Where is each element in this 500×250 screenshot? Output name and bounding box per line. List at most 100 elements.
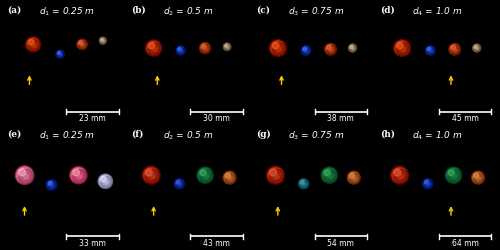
Circle shape <box>204 174 208 178</box>
Circle shape <box>73 170 80 176</box>
Circle shape <box>449 44 460 55</box>
Circle shape <box>79 41 82 45</box>
Circle shape <box>272 42 279 49</box>
Circle shape <box>353 177 356 180</box>
Circle shape <box>225 173 234 181</box>
Text: $d_2$ = 0.5 m: $d_2$ = 0.5 m <box>164 130 214 142</box>
Circle shape <box>18 169 26 176</box>
Circle shape <box>48 182 52 186</box>
Circle shape <box>70 167 86 183</box>
Circle shape <box>224 43 230 51</box>
Circle shape <box>223 171 236 184</box>
Circle shape <box>423 179 432 188</box>
Text: $d_1$ = 0.25 m: $d_1$ = 0.25 m <box>39 5 96 18</box>
Circle shape <box>224 44 230 50</box>
Circle shape <box>180 50 182 52</box>
Text: 23 mm: 23 mm <box>79 114 106 123</box>
Circle shape <box>150 174 154 178</box>
Circle shape <box>145 168 156 180</box>
Circle shape <box>32 44 36 47</box>
Circle shape <box>224 44 230 49</box>
Circle shape <box>328 174 332 178</box>
Circle shape <box>394 40 409 56</box>
Circle shape <box>325 44 336 54</box>
Circle shape <box>48 182 56 190</box>
Circle shape <box>300 180 308 188</box>
Circle shape <box>77 39 87 50</box>
Circle shape <box>277 47 281 51</box>
Text: 30 mm: 30 mm <box>203 114 230 123</box>
Circle shape <box>430 50 432 52</box>
Circle shape <box>70 166 87 184</box>
Circle shape <box>224 172 235 183</box>
Circle shape <box>104 180 108 184</box>
Circle shape <box>472 172 484 183</box>
Text: 33 mm: 33 mm <box>79 239 106 248</box>
Circle shape <box>202 44 210 54</box>
Text: (b): (b) <box>132 5 146 14</box>
Circle shape <box>392 167 407 183</box>
Circle shape <box>272 42 283 52</box>
Circle shape <box>272 43 286 56</box>
Circle shape <box>58 52 64 58</box>
Circle shape <box>348 44 356 52</box>
Circle shape <box>143 167 160 183</box>
Circle shape <box>146 169 152 176</box>
Circle shape <box>224 44 228 47</box>
Circle shape <box>28 39 38 48</box>
Circle shape <box>100 37 106 44</box>
Circle shape <box>302 46 310 55</box>
Circle shape <box>476 48 478 50</box>
Circle shape <box>198 168 212 182</box>
Text: $d_3$ = 0.75 m: $d_3$ = 0.75 m <box>288 5 344 18</box>
Circle shape <box>56 50 64 58</box>
Circle shape <box>423 179 432 188</box>
Text: 43 mm: 43 mm <box>203 239 230 248</box>
Circle shape <box>142 166 160 184</box>
Text: (f): (f) <box>132 130 144 139</box>
Circle shape <box>424 180 428 184</box>
Circle shape <box>424 180 430 186</box>
Circle shape <box>78 40 87 49</box>
Circle shape <box>428 47 431 51</box>
Circle shape <box>327 46 336 55</box>
Circle shape <box>350 173 354 178</box>
Circle shape <box>46 180 56 190</box>
Circle shape <box>451 46 456 50</box>
Circle shape <box>450 45 458 52</box>
Circle shape <box>327 46 331 50</box>
Circle shape <box>148 43 154 49</box>
Circle shape <box>350 174 360 184</box>
Circle shape <box>326 45 334 52</box>
Circle shape <box>350 46 356 52</box>
Circle shape <box>300 180 304 184</box>
Circle shape <box>428 183 430 186</box>
Circle shape <box>100 38 106 44</box>
Circle shape <box>58 52 60 54</box>
Circle shape <box>427 47 433 53</box>
Circle shape <box>101 176 106 182</box>
Circle shape <box>46 180 56 190</box>
Circle shape <box>324 44 336 55</box>
Circle shape <box>474 46 480 52</box>
Text: (e): (e) <box>8 130 22 139</box>
Circle shape <box>201 44 208 51</box>
Circle shape <box>473 44 480 52</box>
Circle shape <box>391 166 408 184</box>
Circle shape <box>474 45 479 50</box>
Circle shape <box>397 42 403 49</box>
Circle shape <box>176 46 184 54</box>
Circle shape <box>148 42 158 52</box>
Circle shape <box>394 168 405 180</box>
Circle shape <box>350 173 358 181</box>
Circle shape <box>73 170 87 184</box>
Circle shape <box>146 170 160 184</box>
Circle shape <box>268 167 283 183</box>
Circle shape <box>200 42 210 54</box>
Circle shape <box>473 44 480 52</box>
Circle shape <box>146 41 161 55</box>
Circle shape <box>474 173 478 178</box>
Circle shape <box>298 179 308 188</box>
Circle shape <box>99 175 112 188</box>
Circle shape <box>26 38 40 51</box>
